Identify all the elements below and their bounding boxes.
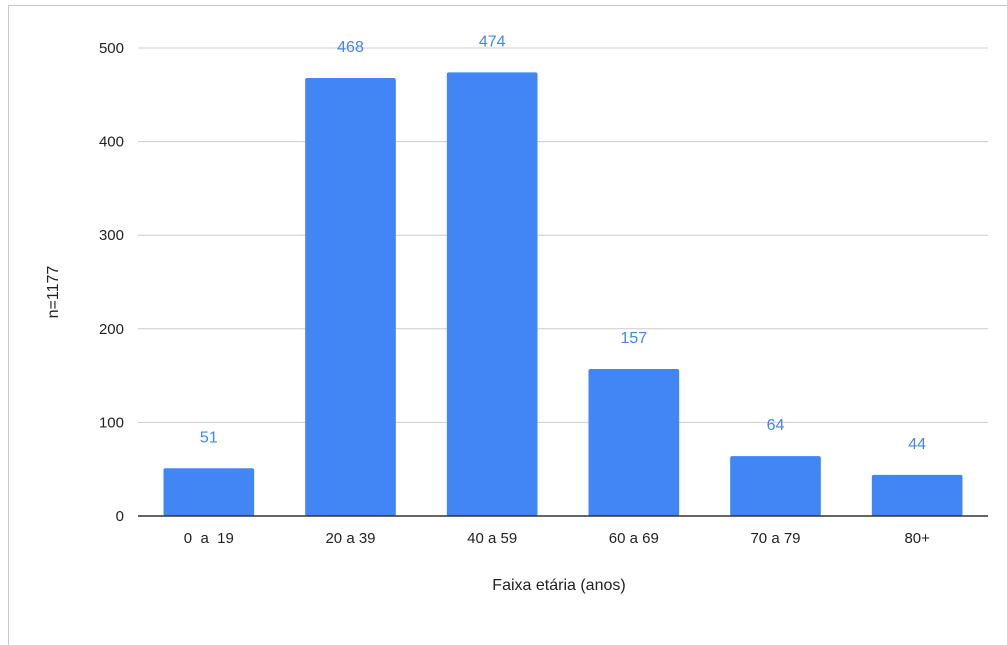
x-tick-label: 40 a 59 xyxy=(467,530,517,547)
x-tick-label: 70 a 79 xyxy=(750,530,800,547)
labels: 0 100 200 300 400 500 51 0 a 19 468 20 a 39 474 40 … xyxy=(99,33,930,547)
y-tick-label: 400 xyxy=(99,134,124,151)
data-label: 64 xyxy=(767,417,785,434)
y-tick-label: 500 xyxy=(99,40,124,57)
bar xyxy=(871,474,963,516)
data-label: 157 xyxy=(620,330,647,347)
bar xyxy=(305,77,396,517)
bar xyxy=(588,369,680,516)
x-tick-label: 80+ xyxy=(904,530,930,547)
grid-lines xyxy=(138,47,988,423)
data-label: 44 xyxy=(908,436,926,453)
bar-chart: 0 100 200 300 400 500 51 0 a 19 468 20 a 39 474 40 … xyxy=(45,33,988,594)
bar xyxy=(730,456,821,516)
chart-frame: 0 100 200 300 400 500 51 0 a 19 468 20 a 39 474 40 … xyxy=(8,5,1007,645)
x-axis-title: Faixa etária (anos) xyxy=(492,577,625,594)
y-tick-label: 200 xyxy=(99,321,124,338)
y-tick-label: 0 xyxy=(116,508,124,525)
data-label: 468 xyxy=(337,39,364,56)
bar xyxy=(163,468,255,516)
bars xyxy=(163,72,963,517)
data-label: 51 xyxy=(200,429,218,446)
y-tick-label: 300 xyxy=(99,227,124,244)
y-axis-title: n=1177 xyxy=(45,266,62,319)
x-tick-label: 0 a 19 xyxy=(184,530,234,547)
data-label: 474 xyxy=(479,33,506,50)
x-tick-label: 20 a 39 xyxy=(325,530,375,547)
x-tick-label: 60 a 69 xyxy=(609,530,659,547)
y-tick-label: 100 xyxy=(99,414,124,431)
bar xyxy=(446,72,538,516)
chart-border xyxy=(8,5,1007,645)
